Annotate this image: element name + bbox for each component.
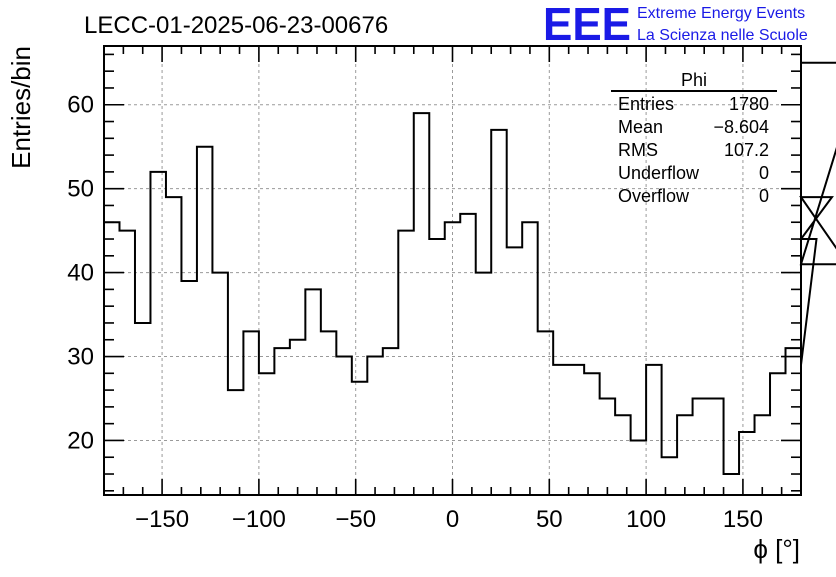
stats-label-underflow: Underflow xyxy=(618,163,700,183)
stats-box: Phi Entries 1780 Mean −8.604 RMS 107.2 U… xyxy=(611,70,777,206)
eee-logo-line1: Extreme Energy Events xyxy=(637,5,805,22)
stats-value-entries: 1780 xyxy=(729,94,769,114)
y-tick-label: 50 xyxy=(67,176,94,203)
x-tick-label: 150 xyxy=(723,506,763,533)
stats-value-underflow: 0 xyxy=(759,163,769,183)
y-tick-label: 40 xyxy=(67,260,94,287)
stats-label-rms: RMS xyxy=(618,140,658,160)
histogram-outline xyxy=(104,61,836,476)
eee-logo: EEE Extreme Energy Events La Scienza nel… xyxy=(543,0,808,50)
y-tick-label: 20 xyxy=(67,427,94,454)
stats-value-mean: −8.604 xyxy=(713,117,769,137)
stats-title: Phi xyxy=(681,70,707,90)
run-title: LECC-01-2025-06-23-00676 xyxy=(84,12,388,39)
stats-value-overflow: 0 xyxy=(759,186,769,206)
eee-logo-mark: EEE xyxy=(543,0,631,50)
x-tick-label: 0 xyxy=(446,506,459,533)
eee-logo-line2: La Scienza nelle Scuole xyxy=(637,27,808,44)
y-tick-label: 60 xyxy=(67,92,94,119)
tick-labels: −150 −100 −50 0 50 100 150 20 30 40 50 60 xyxy=(67,92,763,533)
stats-label-entries: Entries xyxy=(618,94,674,114)
x-tick-label: −100 xyxy=(232,506,286,533)
axis-ticks xyxy=(103,46,802,495)
stats-value-rms: 107.2 xyxy=(724,140,769,160)
x-axis-title: ϕ [°] xyxy=(753,534,800,564)
stats-label-mean: Mean xyxy=(618,117,663,137)
x-tick-label: 100 xyxy=(626,506,666,533)
y-axis-title: Entries/bin xyxy=(6,46,36,169)
stats-label-overflow: Overflow xyxy=(618,186,690,206)
x-tick-label: 50 xyxy=(536,506,563,533)
x-tick-label: −150 xyxy=(135,506,189,533)
y-tick-label: 30 xyxy=(67,344,94,371)
x-tick-label: −50 xyxy=(335,506,376,533)
